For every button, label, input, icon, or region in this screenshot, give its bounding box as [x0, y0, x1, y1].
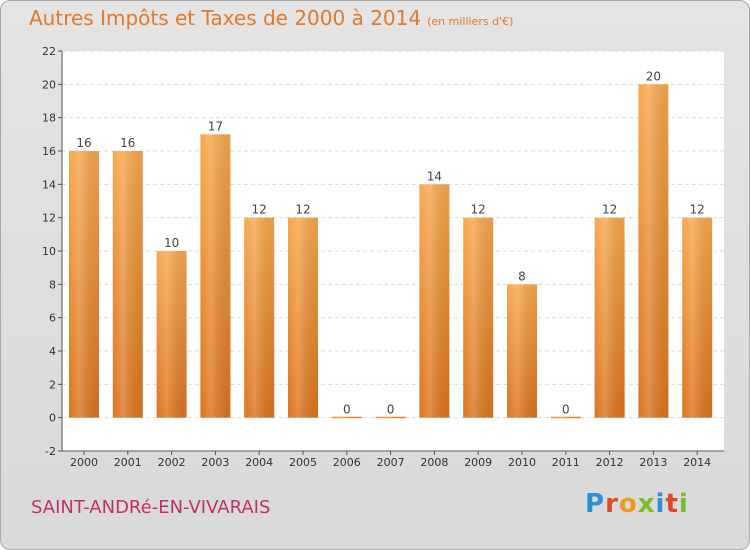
y-tick-label: 20 — [42, 78, 56, 91]
y-tick-label: 8 — [49, 278, 56, 291]
data-label: 16 — [76, 136, 91, 150]
commune-name: SAINT-ANDRé-EN-VIVARAIS — [31, 497, 271, 518]
bar-highlight — [550, 416, 581, 419]
y-tick-label: 10 — [42, 245, 56, 258]
data-label: 12 — [295, 203, 310, 217]
bar-highlight — [419, 184, 450, 418]
y-tick-label: 4 — [49, 345, 56, 358]
bar-highlight — [112, 151, 143, 418]
data-label: 10 — [164, 236, 179, 250]
data-label: 12 — [690, 203, 705, 217]
data-label: 17 — [208, 119, 223, 133]
x-tick-label: 2006 — [333, 456, 361, 469]
x-tick-label: 2009 — [464, 456, 492, 469]
x-tick-label: 2003 — [201, 456, 229, 469]
y-tick-label: -2 — [45, 445, 56, 458]
chart-title-main: Autres Impôts et Taxes de 2000 à 2014 — [29, 6, 422, 30]
logo-letter: x — [637, 489, 656, 519]
x-tick-label: 2013 — [639, 456, 667, 469]
bar-highlight — [156, 251, 187, 418]
data-label: 0 — [387, 403, 395, 417]
bar-highlight — [200, 134, 231, 418]
x-tick-label: 2002 — [158, 456, 186, 469]
data-label: 12 — [602, 203, 617, 217]
data-label: 20 — [646, 69, 661, 83]
x-tick-label: 2010 — [508, 456, 536, 469]
bar-highlight — [594, 217, 625, 418]
y-tick-label: 0 — [49, 412, 56, 425]
y-tick-label: 22 — [42, 45, 56, 58]
x-tick-label: 2012 — [596, 456, 624, 469]
bar-highlight — [69, 151, 99, 418]
bar-highlight — [638, 84, 669, 418]
proxiti-logo: Proxiti — [585, 489, 689, 519]
bar-highlight — [244, 217, 275, 418]
logo-letter: P — [585, 489, 606, 519]
data-label: 0 — [562, 403, 570, 417]
y-tick-label: 2 — [49, 378, 56, 391]
y-tick-label: 18 — [42, 112, 56, 125]
x-tick-label: 2007 — [377, 456, 405, 469]
y-tick-label: 12 — [42, 212, 56, 225]
data-label: 12 — [252, 203, 267, 217]
bar-highlight — [682, 217, 713, 418]
bar-highlight — [463, 217, 494, 418]
x-tick-label: 2014 — [683, 456, 711, 469]
logo-letter: i — [678, 489, 689, 519]
data-label: 12 — [471, 203, 486, 217]
x-tick-label: 2008 — [420, 456, 448, 469]
logo-letter: r — [605, 489, 619, 519]
data-label: 8 — [518, 269, 526, 283]
y-tick-label: 14 — [42, 178, 56, 191]
data-label: 0 — [343, 403, 351, 417]
x-tick-label: 2000 — [70, 456, 98, 469]
logo-letter: i — [655, 489, 666, 519]
x-tick-label: 2004 — [245, 456, 273, 469]
x-tick-label: 2005 — [289, 456, 317, 469]
y-tick-label: 16 — [42, 145, 56, 158]
bar-highlight — [375, 416, 406, 419]
chart-title: Autres Impôts et Taxes de 2000 à 2014 (en… — [29, 6, 513, 30]
x-tick-label: 2011 — [552, 456, 580, 469]
chart-subtitle: (en milliers d'€) — [427, 15, 514, 28]
bar-highlight — [331, 416, 362, 419]
bar-highlight — [507, 284, 537, 418]
y-tick-label: 6 — [49, 312, 56, 325]
logo-letter: o — [618, 489, 638, 519]
logo-letter: t — [665, 489, 679, 519]
data-label: 16 — [120, 136, 135, 150]
data-label: 14 — [427, 169, 442, 183]
x-tick-label: 2001 — [114, 456, 142, 469]
bar-highlight — [288, 217, 318, 418]
